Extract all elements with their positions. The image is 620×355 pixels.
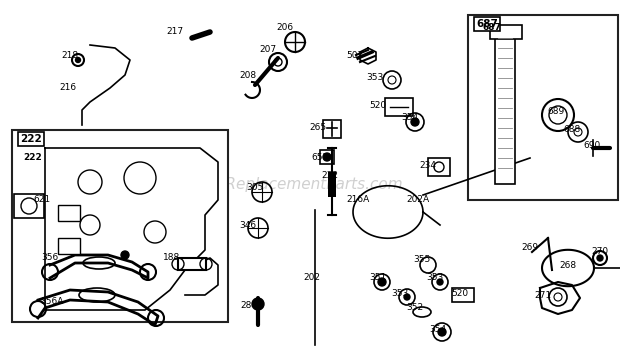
Text: 688: 688 — [564, 126, 580, 135]
Bar — [14, 194, 44, 218]
Bar — [452, 288, 474, 302]
Circle shape — [438, 328, 446, 336]
Bar — [428, 158, 450, 176]
Text: 216A: 216A — [347, 196, 370, 204]
Text: 657: 657 — [311, 153, 329, 163]
Text: 687: 687 — [482, 23, 502, 33]
Text: 352: 352 — [407, 304, 423, 312]
Text: 353: 353 — [427, 273, 444, 283]
Text: 354: 354 — [401, 114, 418, 122]
Circle shape — [252, 298, 264, 310]
Text: 351: 351 — [370, 273, 387, 283]
Text: 284A: 284A — [241, 300, 264, 310]
Text: eReplacementParts.com: eReplacementParts.com — [216, 177, 404, 192]
Bar — [468, 15, 618, 200]
Circle shape — [404, 294, 410, 300]
Text: 353: 353 — [391, 289, 409, 299]
Text: 216: 216 — [60, 83, 76, 93]
Text: 520: 520 — [370, 100, 386, 109]
Text: 222: 222 — [24, 153, 42, 163]
Text: 222: 222 — [20, 134, 42, 144]
Text: 346: 346 — [239, 220, 257, 229]
Text: 271: 271 — [534, 290, 552, 300]
Text: 232: 232 — [322, 170, 339, 180]
Circle shape — [597, 255, 603, 261]
Bar — [490, 25, 522, 39]
Text: 354: 354 — [430, 326, 446, 334]
Bar — [320, 150, 334, 164]
Text: 268: 268 — [559, 261, 577, 269]
Circle shape — [437, 279, 443, 285]
Text: 202: 202 — [304, 273, 321, 283]
Text: 218: 218 — [61, 50, 79, 60]
Bar — [495, 32, 515, 184]
Text: 202A: 202A — [407, 196, 430, 204]
Text: 687: 687 — [476, 19, 498, 29]
Bar — [58, 238, 80, 254]
Bar — [328, 172, 336, 197]
Text: 206: 206 — [277, 23, 293, 33]
Circle shape — [121, 251, 129, 259]
Text: 356: 356 — [42, 253, 59, 262]
Text: 207: 207 — [259, 45, 277, 55]
Circle shape — [76, 58, 81, 62]
Bar — [58, 205, 80, 221]
Text: 520: 520 — [451, 289, 469, 299]
Text: 269: 269 — [521, 244, 539, 252]
Text: 690: 690 — [583, 141, 601, 149]
Text: 305: 305 — [246, 184, 264, 192]
Text: 356A: 356A — [40, 297, 64, 306]
Text: 188: 188 — [164, 253, 180, 262]
Text: 265: 265 — [309, 124, 327, 132]
Text: 234: 234 — [420, 160, 436, 169]
Bar — [178, 258, 206, 270]
Bar — [323, 120, 341, 138]
Text: 353: 353 — [366, 73, 384, 82]
Text: 270: 270 — [591, 247, 609, 257]
Circle shape — [378, 278, 386, 286]
Text: 689: 689 — [547, 108, 565, 116]
Circle shape — [323, 153, 331, 161]
Text: 621: 621 — [33, 196, 51, 204]
Bar — [385, 98, 413, 116]
Text: 217: 217 — [166, 27, 184, 37]
Bar — [12, 130, 228, 322]
Text: 355: 355 — [414, 256, 431, 264]
Circle shape — [411, 118, 419, 126]
Text: 208: 208 — [239, 71, 257, 80]
Text: 507: 507 — [347, 50, 363, 60]
